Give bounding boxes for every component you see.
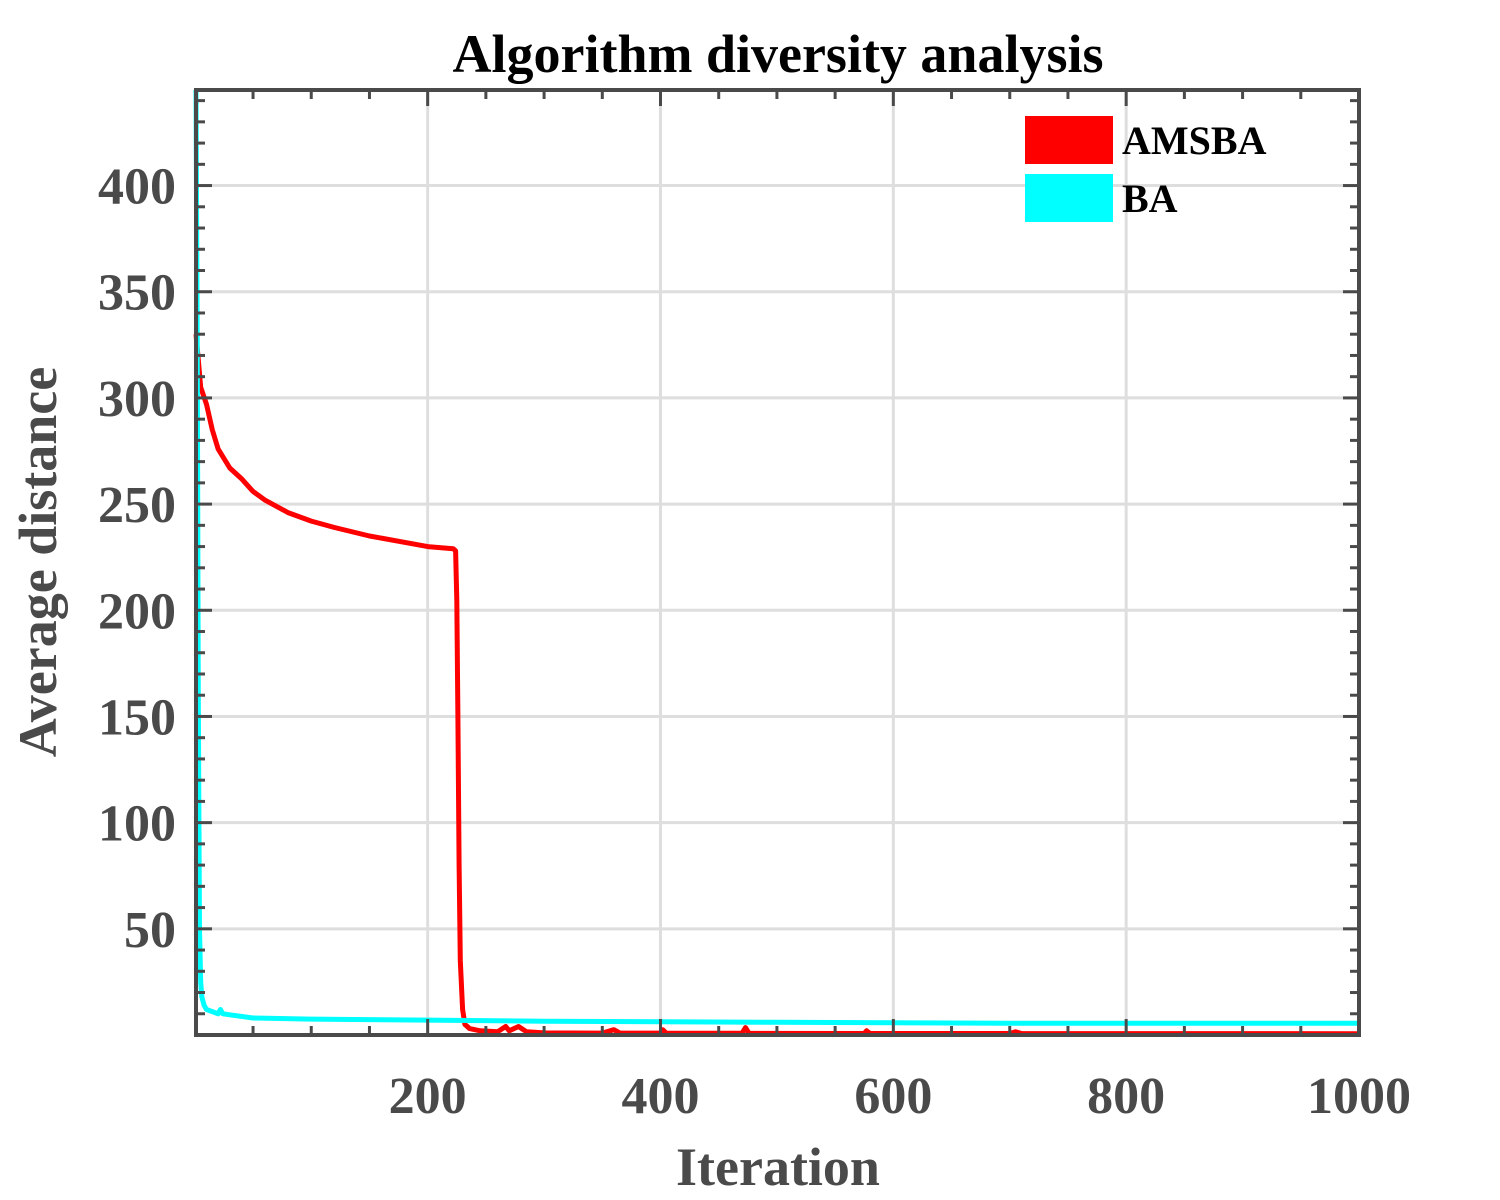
x-tick-label: 600 [854,1068,932,1125]
y-tick-label: 350 [98,265,176,322]
y-tick-label: 150 [98,689,176,746]
y-tick-label: 50 [124,902,176,959]
x-axis-label: Iteration [676,1137,880,1197]
x-tick-label: 800 [1087,1068,1165,1125]
series-layer [193,89,1360,1037]
x-tick-label: 400 [622,1068,700,1125]
legend-swatch-ba [1025,174,1113,222]
y-tick-label: 250 [98,477,176,534]
y-tick-label: 100 [98,796,176,853]
axis-ticks [196,90,1361,1035]
x-tick-label: 200 [389,1068,467,1125]
y-axis-label: Average distance [8,367,68,757]
series-line-ba [193,89,1359,1026]
y-tick-label: 300 [98,371,176,428]
series-line-amsba [193,333,1360,1037]
grid [196,90,1359,1035]
legend-label-amsba: AMSBA [1122,118,1267,163]
tick-labels: 200 400 600 800 1000 50 100 150 200 250 300 350 400 [98,159,1411,1125]
y-tick-label: 200 [98,583,176,640]
y-tick-label: 400 [98,159,176,216]
plot-frame [194,88,1361,1037]
legend-swatch-amsba [1025,116,1113,164]
legend-label-ba: BA [1122,176,1178,221]
legend: AMSBA BA [1025,116,1267,222]
x-tick-label: 1000 [1307,1068,1411,1125]
chart-title: Algorithm diversity analysis [452,24,1103,84]
